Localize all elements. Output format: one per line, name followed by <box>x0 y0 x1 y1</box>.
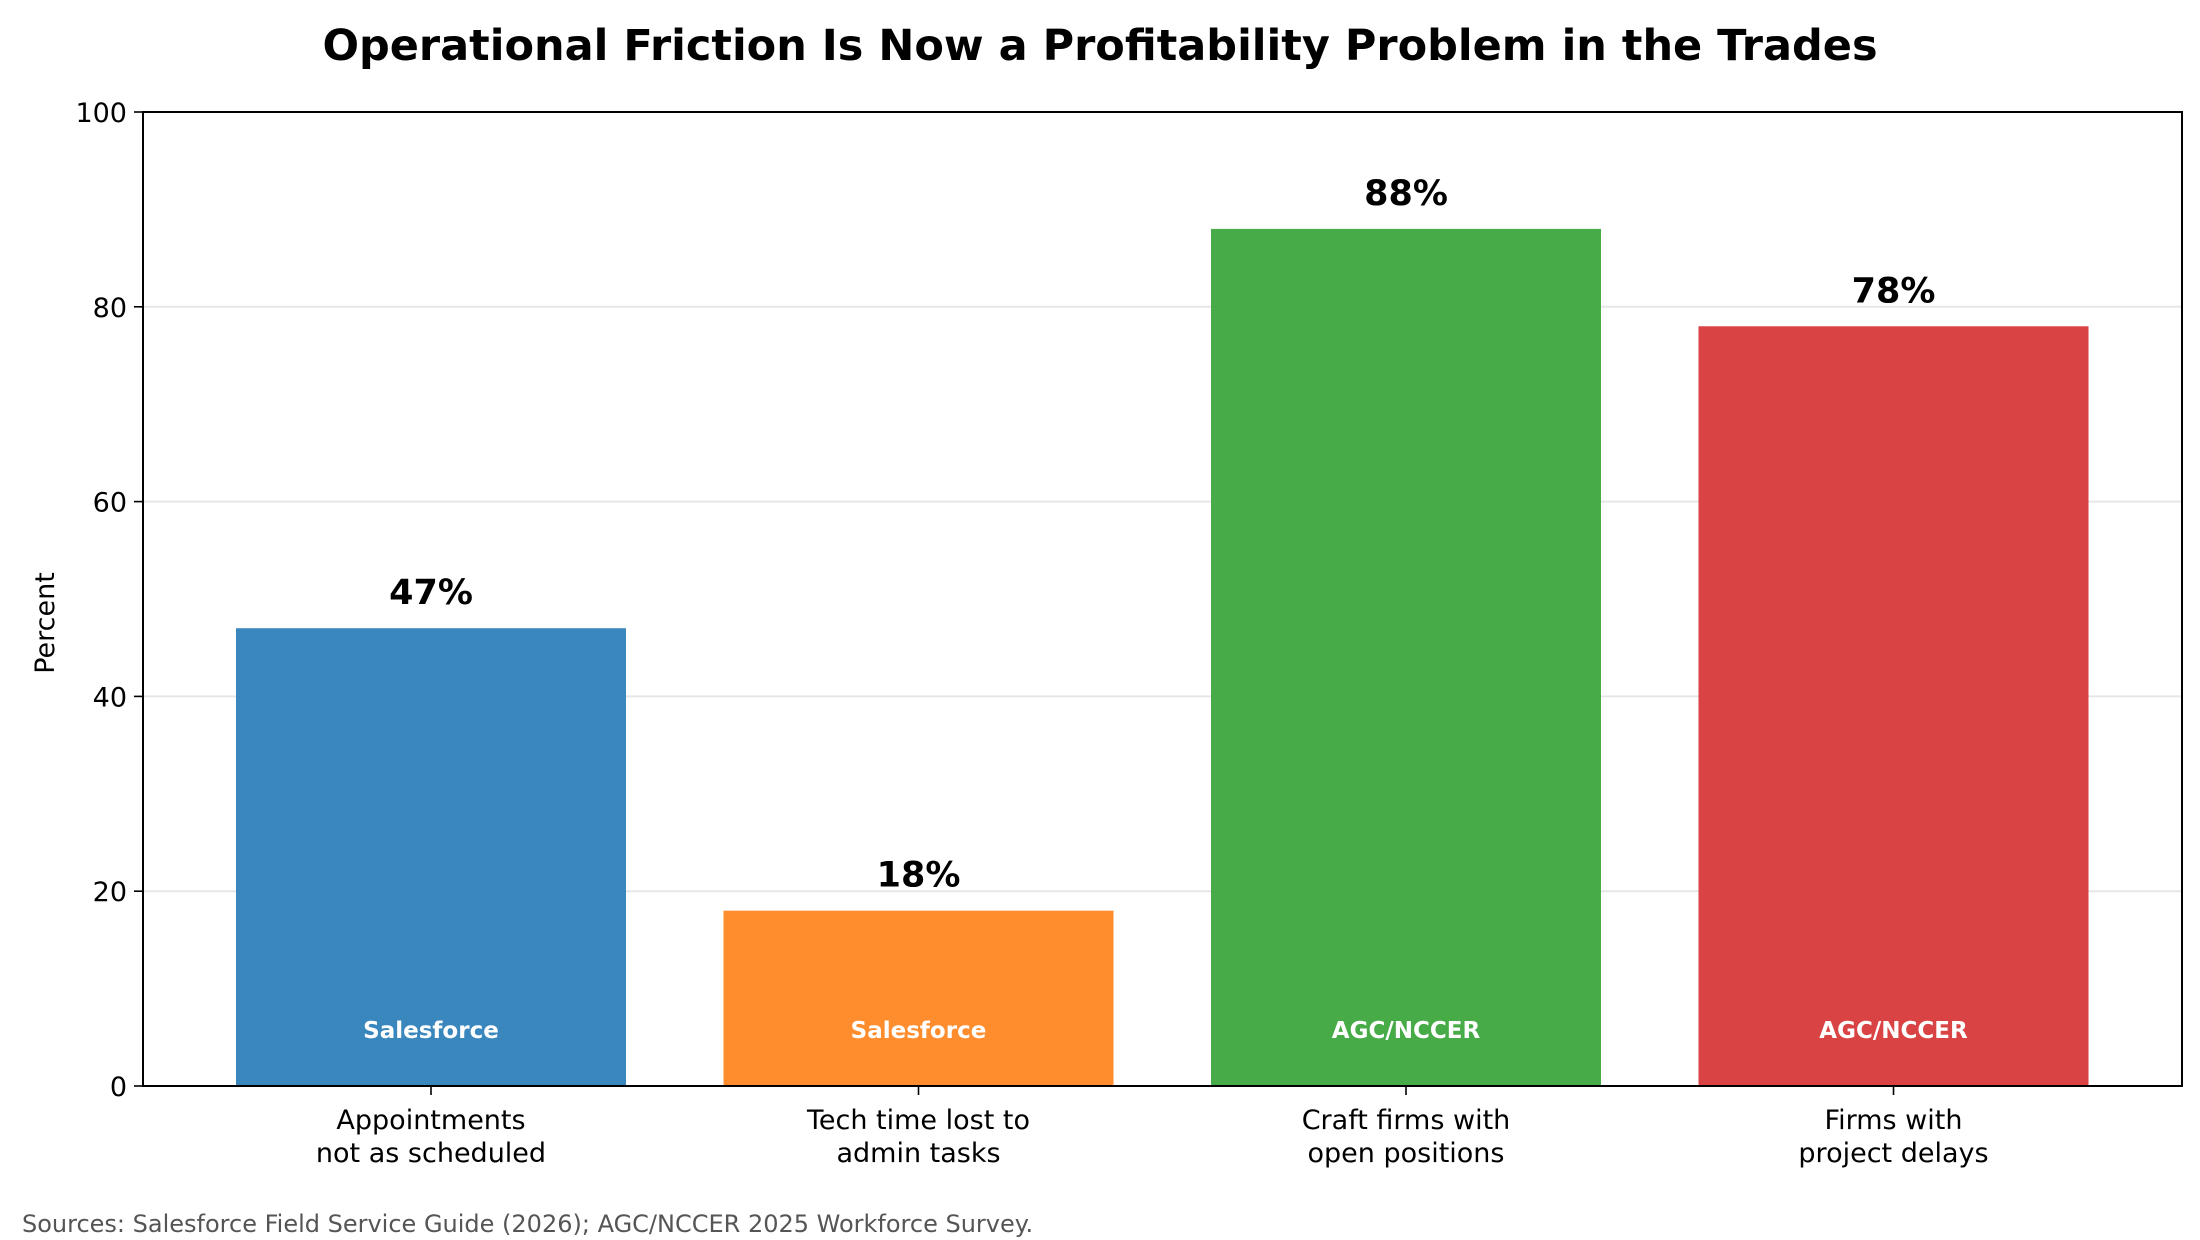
chart-title: Operational Friction Is Now a Profitabil… <box>322 21 1877 71</box>
data-label: 88% <box>1364 174 1448 214</box>
bar <box>1211 228 1601 1086</box>
x-tick-label: Firms with <box>1825 1105 1963 1136</box>
y-tick-label: 0 <box>110 1072 127 1103</box>
x-tick-label: Tech time lost to <box>806 1105 1030 1136</box>
y-axis-label: Percent <box>30 572 61 674</box>
bar-source-label: Salesforce <box>851 1018 987 1044</box>
bar-source-label: AGC/NCCER <box>1819 1018 1968 1044</box>
x-tick-label: project delays <box>1798 1138 1988 1169</box>
x-tick-label: Craft firms with <box>1302 1105 1511 1136</box>
y-tick-label: 40 <box>93 682 127 713</box>
bars <box>236 228 2089 1086</box>
bar <box>236 628 626 1086</box>
x-tick-label: admin tasks <box>836 1138 1000 1169</box>
data-label: 78% <box>1852 271 1936 311</box>
footnote: Sources: Salesforce Field Service Guide … <box>22 1210 1033 1238</box>
data-label: 47% <box>389 573 473 613</box>
x-tick-label: Appointments <box>336 1105 525 1136</box>
y-tick-label: 80 <box>93 293 127 324</box>
plot-frame <box>142 111 2183 1087</box>
axes: 0 20 40 60 80 100 <box>75 98 2183 1103</box>
x-tick-label: not as scheduled <box>316 1138 546 1169</box>
bar-source-label: Salesforce <box>363 1018 499 1044</box>
bar-source-label: AGC/NCCER <box>1332 1018 1481 1044</box>
y-tick-label: 20 <box>93 877 127 908</box>
data-label: 18% <box>877 856 961 896</box>
bar <box>723 910 1114 1086</box>
bar <box>1698 326 2089 1086</box>
y-tick-label: 60 <box>93 488 127 519</box>
y-tick-label: 100 <box>75 98 127 129</box>
x-tick-label: open positions <box>1308 1138 1505 1169</box>
